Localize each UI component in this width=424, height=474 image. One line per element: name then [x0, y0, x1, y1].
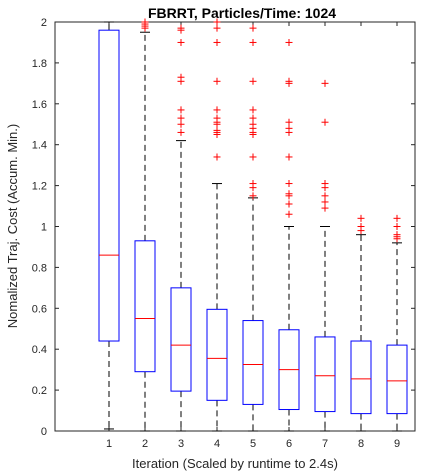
outlier-marker	[177, 38, 185, 46]
iqr-box	[206, 308, 228, 401]
outlier-marker	[249, 120, 257, 128]
outlier-marker	[285, 153, 293, 161]
outlier-marker	[321, 79, 329, 87]
box-group-9	[386, 214, 408, 432]
box-group-7	[314, 79, 336, 432]
y-tick-label: 0.8	[32, 262, 47, 274]
plot-area	[54, 21, 416, 432]
outlier-marker	[393, 214, 401, 222]
outlier-marker	[285, 180, 293, 188]
iqr-box	[386, 344, 408, 415]
outlier-marker	[249, 38, 257, 46]
outlier-marker	[213, 106, 221, 114]
box-group-3	[170, 24, 192, 432]
outlier-marker	[321, 118, 329, 126]
outlier-marker	[393, 231, 401, 239]
y-tick-label: 0.6	[32, 303, 47, 315]
outlier-marker	[249, 192, 257, 200]
outlier-marker	[249, 114, 257, 122]
outlier-marker	[213, 24, 221, 32]
outlier-marker	[213, 114, 221, 122]
y-tick-label: 1.2	[32, 181, 47, 193]
outlier-marker	[213, 126, 221, 134]
box-group-1	[98, 21, 120, 430]
outlier-marker	[357, 214, 365, 222]
outlier-marker	[177, 128, 185, 136]
x-tick-label: 3	[178, 438, 184, 450]
outlier-marker	[285, 210, 293, 218]
outlier-marker	[177, 114, 185, 122]
outlier-marker	[249, 153, 257, 161]
box-group-4	[206, 18, 228, 432]
x-tick-label: 4	[214, 438, 220, 450]
y-tick-label: 1.6	[32, 99, 47, 111]
x-tick-label: 8	[358, 438, 364, 450]
y-tick-label: 1.4	[32, 140, 47, 152]
chart-title: FBRRT, Particles/Time: 1024	[148, 5, 336, 21]
x-tick-label: 5	[250, 438, 256, 450]
outlier-marker	[285, 77, 293, 85]
iqr-box	[350, 340, 372, 415]
outlier-marker	[177, 120, 185, 128]
outlier-marker	[393, 223, 401, 230]
iqr-box	[170, 287, 192, 392]
outlier-marker	[285, 190, 293, 198]
box-group-5	[242, 24, 264, 432]
outlier-marker	[285, 118, 293, 126]
outlier-marker	[285, 200, 293, 208]
y-tick-label: 0.4	[32, 344, 47, 356]
y-tick-label: 1.8	[32, 58, 47, 70]
x-tick-labels: 1 2 3 4 5 6 7 8 9	[106, 438, 400, 450]
outlier-marker	[285, 124, 293, 132]
y-tick-label: 0	[41, 426, 47, 438]
y-tick-label: 2	[41, 17, 47, 29]
outlier-marker	[249, 106, 257, 114]
iqr-box	[134, 240, 156, 373]
x-tick-label: 6	[286, 438, 292, 450]
outlier-marker	[321, 192, 329, 200]
y-axis-label: Nomalized Traj. Cost (Accum. Min.)	[5, 124, 20, 328]
outlier-marker	[321, 204, 329, 212]
x-tick-label: 2	[142, 438, 148, 450]
boxes-group	[98, 18, 408, 432]
outlier-marker	[321, 198, 329, 206]
x-axis-label: Iteration (Scaled by runtime to 2.4s)	[132, 456, 338, 471]
x-tick-label: 7	[322, 438, 328, 450]
outlier-marker	[249, 77, 257, 85]
x-tick-label: 9	[394, 438, 400, 450]
axis-ticks-group	[55, 21, 415, 432]
outlier-marker	[213, 77, 221, 85]
outlier-marker	[285, 38, 293, 46]
box-group-2	[134, 18, 156, 432]
outlier-marker	[357, 223, 365, 230]
box-group-6	[278, 38, 300, 432]
outlier-marker	[213, 153, 221, 161]
iqr-box	[242, 320, 264, 405]
y-tick-labels: 0 0.2 0.4 0.6 0.8 1 1.2 1.4 1.6 1.8 2	[32, 17, 47, 438]
box-group-8	[350, 214, 372, 432]
outlier-marker	[249, 180, 257, 188]
x-tick-label: 1	[106, 438, 112, 450]
y-tick-label: 0.2	[32, 385, 47, 397]
y-tick-label: 1	[41, 222, 47, 234]
outlier-marker	[141, 18, 149, 26]
outlier-marker	[249, 24, 257, 32]
outlier-marker	[177, 73, 185, 81]
iqr-box	[314, 336, 336, 413]
outlier-marker	[321, 180, 329, 188]
iqr-box	[98, 29, 120, 342]
outlier-marker	[177, 24, 185, 32]
outlier-marker	[213, 18, 221, 26]
outlier-marker	[177, 106, 185, 114]
outlier-marker	[213, 38, 221, 46]
